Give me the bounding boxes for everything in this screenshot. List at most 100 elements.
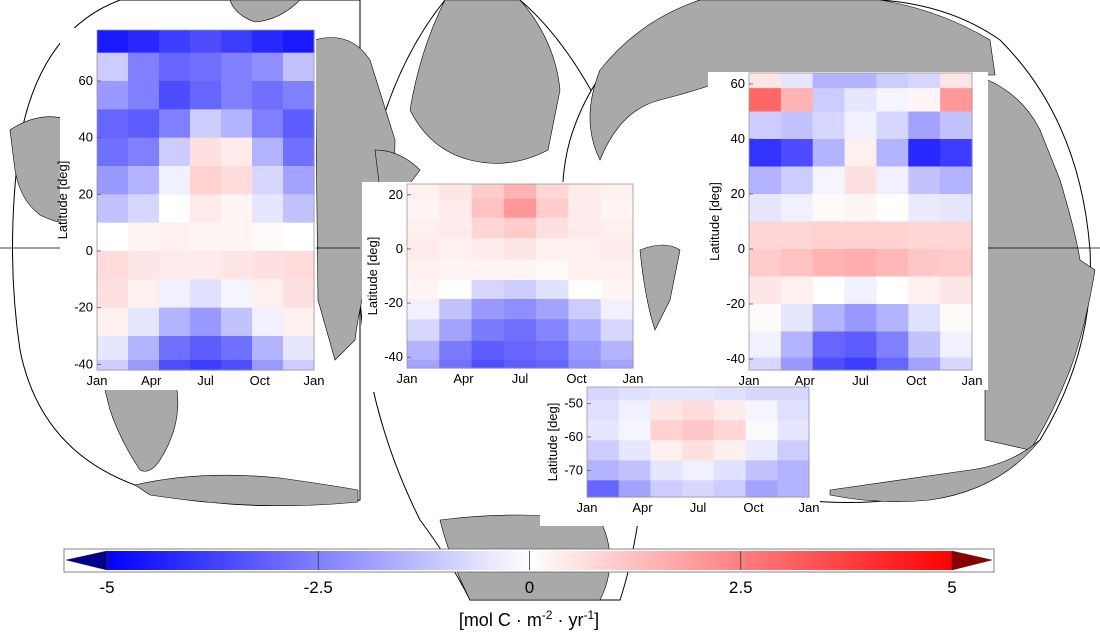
atlantic-cell	[159, 52, 191, 82]
atlantic-cell	[221, 194, 253, 224]
indian-cell	[536, 319, 570, 342]
atlantic-cell	[252, 360, 284, 371]
pacific-x-tick-label: Oct	[906, 373, 927, 388]
pacific-cell	[876, 73, 909, 89]
pacific-cell	[749, 166, 782, 195]
atlantic-cell	[252, 307, 284, 337]
indian-cell	[471, 217, 505, 239]
indian-cell	[568, 238, 602, 261]
colorbar-tick-label: 2.5	[729, 578, 753, 597]
atlantic-cell	[190, 52, 222, 82]
atlantic-y-axis-label: Latitude [deg]	[55, 161, 70, 240]
indian-y-tick-label: -40	[384, 349, 403, 364]
southern-cell	[618, 400, 652, 421]
pacific-cell	[844, 249, 878, 278]
atlantic-cell	[190, 166, 222, 195]
indian-heatmap-cells	[407, 184, 634, 369]
atlantic-cell	[221, 251, 253, 280]
southern-cell	[650, 420, 683, 441]
panel-indian: 20 0 -20 -40 Jan Apr Jul Oct Jan Latitude [deg]	[365, 183, 643, 386]
indian-cell	[503, 217, 537, 239]
southern-x-tick-label: Jan	[799, 500, 820, 515]
atlantic-x-tick-label: Jan	[304, 373, 325, 388]
atlantic-frame	[96, 29, 315, 371]
pacific-cell	[749, 111, 782, 140]
atlantic-cell	[128, 81, 160, 110]
indian-cell	[407, 359, 440, 369]
pacific-cell	[876, 357, 909, 371]
atlantic-cell	[159, 279, 191, 309]
indian-cell	[471, 340, 505, 361]
colorbar-unit-label: [mol C · m-2 · yr-1]	[459, 608, 599, 630]
pacific-cell	[780, 88, 814, 113]
atlantic-x-tick-label: Oct	[250, 373, 271, 388]
atlantic-cell	[283, 336, 315, 361]
indian-cell	[600, 238, 634, 261]
indian-cell	[503, 280, 537, 300]
indian-cell	[439, 359, 473, 369]
pacific-cell	[812, 88, 846, 113]
pacific-cell	[908, 357, 941, 371]
southern-frame	[586, 386, 810, 498]
pacific-y-ticks: 60 40 20 0 -20 -40	[726, 76, 753, 366]
southern-cell	[777, 460, 810, 481]
pacific-cell	[844, 331, 878, 359]
indian-cell	[600, 299, 634, 320]
atlantic-y-tick-label: 40	[79, 130, 93, 145]
pacific-cell	[940, 276, 973, 305]
indian-cell	[536, 340, 570, 361]
pacific-heatmap-cells	[749, 73, 973, 371]
atlantic-cell	[97, 109, 129, 139]
pacific-cell	[844, 357, 878, 371]
pacific-cell	[876, 276, 909, 305]
atlantic-cell	[159, 30, 191, 54]
atlantic-cell	[159, 194, 191, 224]
indian-cell	[503, 359, 537, 369]
southern-cell	[618, 480, 652, 498]
pacific-cell	[908, 221, 941, 250]
indian-cell	[600, 184, 634, 200]
southern-y-tick-label: -50	[564, 396, 583, 411]
southern-y-ticks: -50 -60 -70	[564, 396, 591, 477]
pacific-cell	[844, 166, 878, 195]
atlantic-cell	[190, 109, 222, 139]
atlantic-cell	[283, 360, 315, 371]
indian-cell	[503, 198, 537, 219]
indian-x-tick-label: Jan	[397, 371, 418, 386]
indian-y-tick-label: -20	[384, 295, 403, 310]
pacific-cell	[812, 276, 846, 305]
atlantic-y-tick-label: -40	[74, 356, 93, 371]
southern-heatmap-cells	[587, 387, 810, 498]
pacific-cell	[876, 221, 909, 250]
atlantic-cell	[252, 251, 284, 280]
indian-cell	[471, 259, 505, 281]
atlantic-cell	[128, 251, 160, 280]
atlantic-cell	[128, 279, 160, 309]
indian-cell	[568, 280, 602, 300]
indian-cell	[568, 359, 602, 369]
pacific-cell	[908, 249, 941, 278]
indian-y-tick-label: 20	[389, 187, 403, 202]
indian-cell	[536, 359, 570, 369]
pacific-x-tick-label: Jan	[962, 373, 983, 388]
atlantic-cell	[159, 222, 191, 252]
southern-cell	[587, 400, 620, 421]
atlantic-cell	[283, 194, 315, 224]
indian-cell	[407, 184, 440, 200]
southern-cell	[713, 420, 747, 441]
indian-cell	[503, 259, 537, 281]
southern-x-tick-label: Jan	[577, 500, 598, 515]
atlantic-cell	[97, 222, 129, 252]
land-asia-middle	[409, 0, 561, 164]
indian-cell	[439, 259, 473, 281]
pacific-x-tick-label: Apr	[795, 373, 816, 388]
indian-y-tick-label: 0	[396, 241, 403, 256]
atlantic-cell	[221, 52, 253, 82]
pacific-cell	[780, 249, 814, 278]
pacific-cell	[749, 331, 782, 359]
pacific-cell	[908, 276, 941, 305]
pacific-y-tick-label: -20	[726, 296, 745, 311]
indian-cell	[600, 259, 634, 281]
atlantic-cell	[252, 81, 284, 110]
land-antarctica-left	[134, 474, 359, 506]
